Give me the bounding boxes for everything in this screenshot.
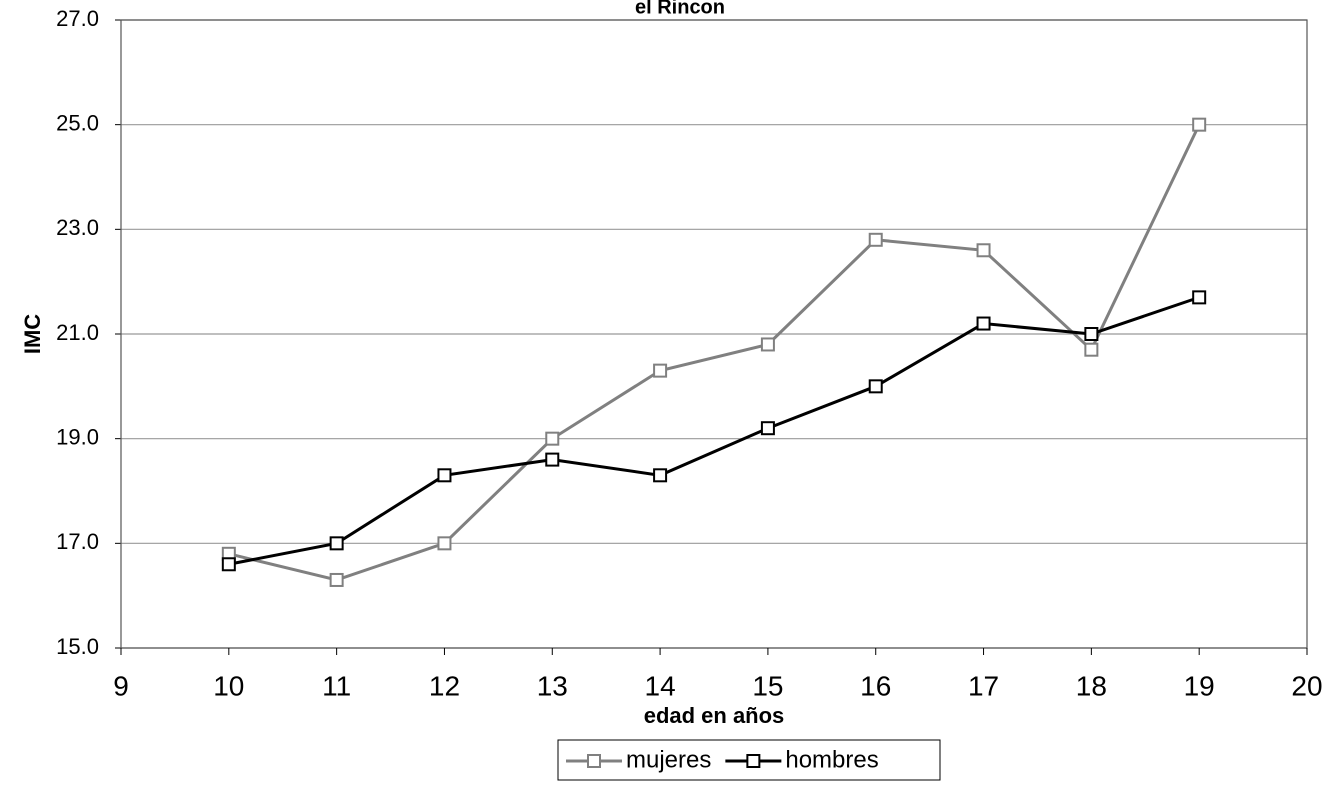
point-marker [868, 232, 883, 247]
point-marker [1192, 117, 1207, 132]
x-tick-label: 15 [752, 670, 783, 701]
point-marker [437, 536, 452, 551]
point-marker [976, 243, 991, 258]
x-tick-label: 12 [429, 670, 460, 701]
legend-label: hombres [785, 746, 878, 773]
x-axis-label: edad en años [644, 703, 785, 728]
x-tick-label: 14 [645, 670, 676, 701]
y-tick-label: 27.0 [56, 6, 99, 31]
y-tick-label: 15.0 [56, 634, 99, 659]
point-marker [653, 363, 668, 378]
y-tick-label: 25.0 [56, 110, 99, 135]
y-tick-label: 23.0 [56, 215, 99, 240]
chart-title: el Rincon [635, 0, 725, 18]
legend-marker [746, 754, 761, 768]
x-tick-label: 16 [860, 670, 891, 701]
point-marker [329, 572, 344, 587]
y-axis-label: IMC [20, 314, 45, 354]
point-marker [329, 536, 344, 551]
point-marker [1192, 290, 1207, 305]
x-tick-label: 19 [1184, 670, 1215, 701]
point-marker [653, 468, 668, 483]
y-tick-label: 17.0 [56, 529, 99, 554]
point-marker [1084, 342, 1099, 357]
point-marker [760, 337, 775, 352]
x-tick-label: 13 [537, 670, 568, 701]
point-marker [868, 379, 883, 394]
y-tick-label: 21.0 [56, 320, 99, 345]
point-marker [760, 421, 775, 436]
y-tick-label: 19.0 [56, 424, 99, 449]
legend-marker [587, 754, 601, 768]
point-marker [221, 557, 236, 572]
x-tick-label: 17 [968, 670, 999, 701]
x-tick-label: 20 [1291, 670, 1322, 701]
point-marker [1084, 327, 1099, 341]
x-tick-label: 9 [113, 670, 129, 701]
x-tick-label: 10 [213, 670, 244, 701]
point-marker [545, 452, 560, 467]
x-tick-label: 11 [322, 670, 351, 701]
legend-label: mujeres [626, 746, 711, 773]
point-marker [437, 468, 452, 483]
plot-area [120, 19, 1308, 649]
x-tick-label: 18 [1076, 670, 1107, 701]
point-marker [976, 316, 991, 331]
series-line [228, 295, 1200, 566]
point-marker [545, 431, 560, 446]
series-line [228, 124, 1201, 582]
